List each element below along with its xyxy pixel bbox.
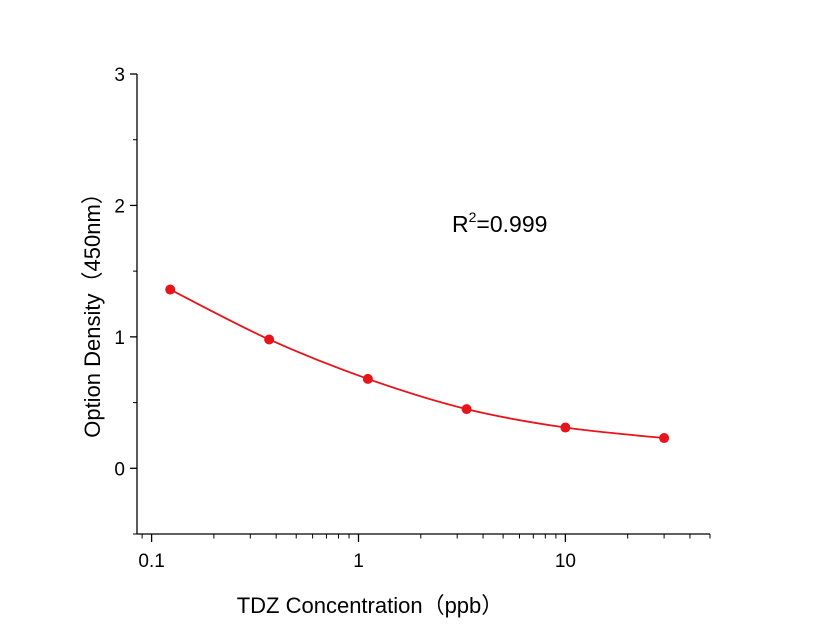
- plot-area: [165, 284, 670, 444]
- axes: [136, 74, 710, 535]
- data-point: [362, 373, 373, 384]
- data-point: [264, 334, 275, 345]
- x-axis-label: TDZ Concentration（ppb）: [237, 593, 504, 618]
- r-squared-base: R: [452, 211, 469, 237]
- data-point: [659, 433, 670, 444]
- y-tick-label: 3: [114, 65, 125, 86]
- r-squared-superscript: 2: [469, 209, 477, 225]
- y-axis-label: Option Density（450nm）: [80, 182, 105, 438]
- data-point: [461, 404, 472, 415]
- x-tick-label: 0.1: [138, 551, 164, 572]
- y-tick-label: 1: [114, 328, 125, 349]
- y-ticks: 0 1 2 3: [114, 65, 137, 535]
- x-tick-label: 10: [555, 551, 576, 572]
- fit-curve: [169, 288, 665, 439]
- data-point: [560, 422, 571, 433]
- r-squared-annotation: R2=0.999: [452, 209, 547, 237]
- y-tick-label: 2: [114, 196, 125, 217]
- x-ticks: 0.1 1 10: [138, 534, 711, 572]
- r-squared-value: =0.999: [476, 211, 547, 237]
- x-tick-label: 1: [353, 551, 364, 572]
- data-point: [165, 284, 176, 295]
- y-tick-label: 0: [114, 459, 125, 480]
